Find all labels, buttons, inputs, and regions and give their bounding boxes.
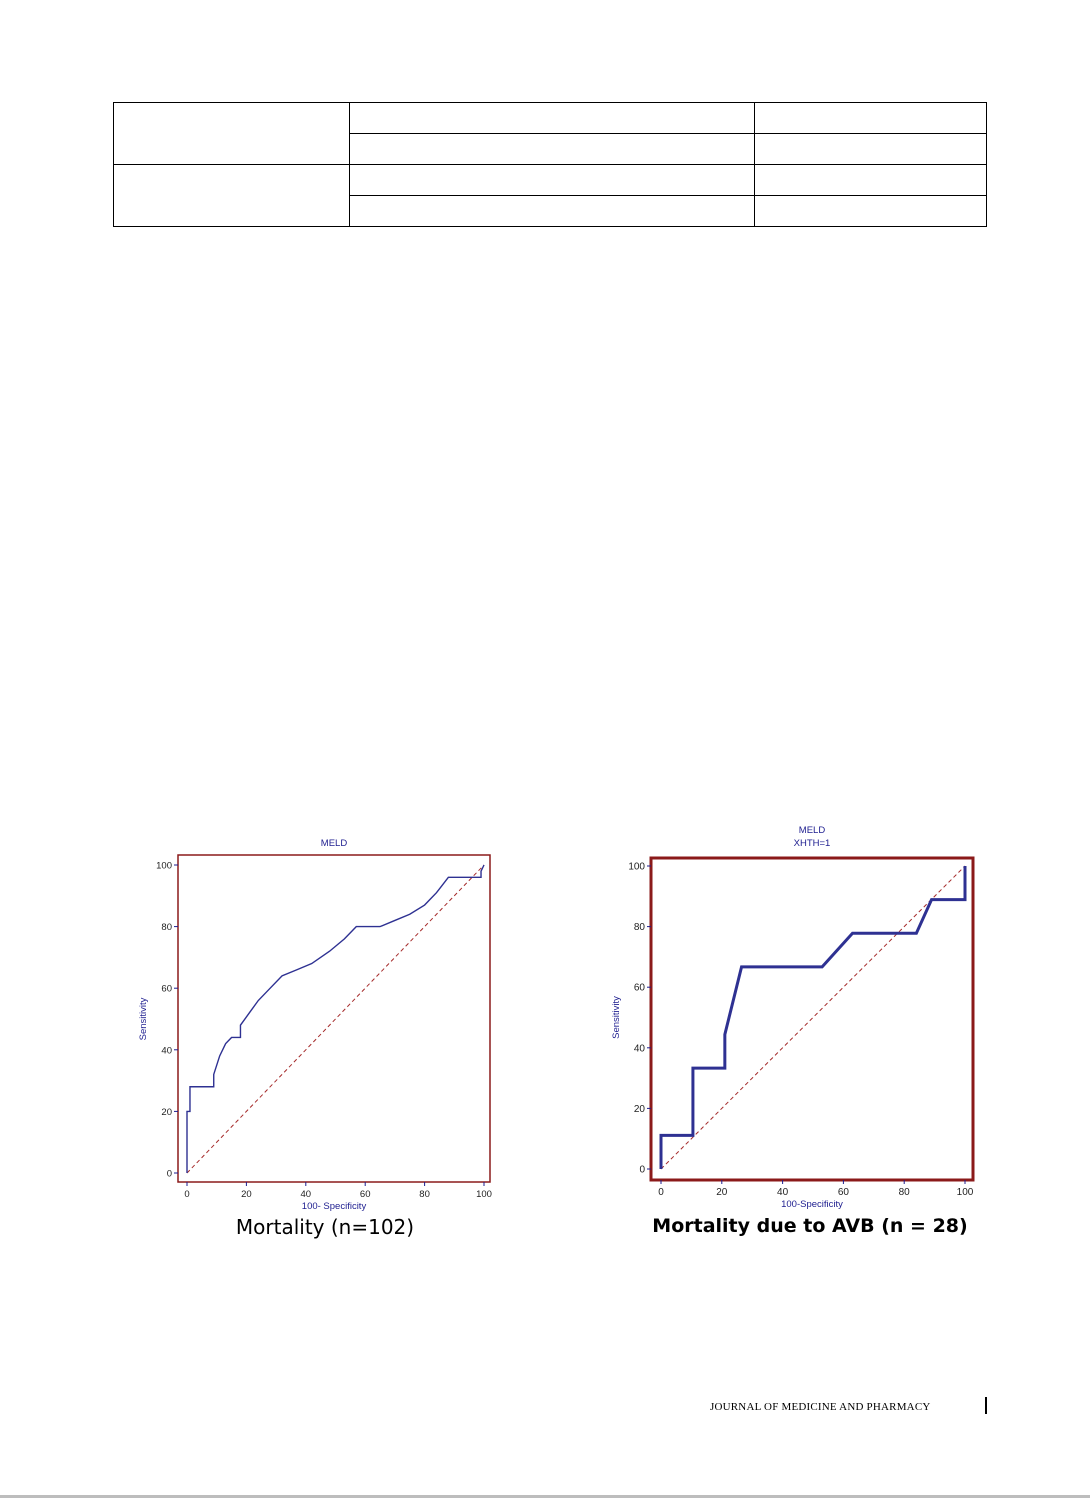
y-tick-label: 0 (167, 1169, 172, 1180)
table-cell (349, 133, 755, 165)
reference-diagonal-line (660, 865, 966, 1170)
chart-title: MELD (321, 838, 348, 849)
roc-chart-svg: MELD 0 20 40 60 80 100 0 20 40 60 80 100 100- Specifi… (138, 838, 492, 1212)
data-table (113, 102, 987, 227)
x-tick-label: 40 (777, 1187, 789, 1198)
y-axis-label: Sensitivity (138, 997, 149, 1040)
x-tick-label: 100 (476, 1189, 492, 1200)
chart-subtitle: XHTH=1 (794, 838, 831, 849)
y-tick-label: 0 (639, 1165, 645, 1176)
y-axis-label: Sensitivity (611, 996, 622, 1039)
y-tick-label: 80 (161, 922, 172, 933)
roc-curve-line (186, 864, 485, 1173)
table-cell (349, 195, 755, 227)
y-tick-label: 40 (161, 1045, 172, 1056)
table-cell (754, 164, 987, 196)
table-cell (754, 102, 987, 134)
y-tick-label: 40 (634, 1043, 646, 1054)
x-axis-label: 100- Specificity (302, 1201, 367, 1212)
x-tick-label: 40 (301, 1189, 312, 1200)
table-cell (113, 102, 350, 165)
x-tick-label: 20 (241, 1189, 252, 1200)
chart-caption: Mortality due to AVB (n = 28) (652, 1215, 968, 1237)
y-tick-label: 60 (634, 983, 646, 994)
x-tick-label: 60 (838, 1187, 850, 1198)
page-bottom-edge (0, 1495, 1090, 1498)
x-axis-label: 100-Specificity (781, 1199, 843, 1210)
roc-chart-mortality: MELD 0 20 40 60 80 100 0 20 40 60 80 100 100- Specifi… (120, 828, 510, 1218)
table-cell (113, 164, 350, 227)
table-cell (349, 164, 755, 196)
x-tick-label: 20 (716, 1187, 728, 1198)
y-tick-label: 60 (161, 984, 172, 995)
y-tick-label: 20 (161, 1107, 172, 1118)
table-row (114, 195, 987, 227)
roc-chart-svg: MELD XHTH=1 0 20 40 60 80 100 0 20 40 60 80 100 100-Sp… (611, 825, 975, 1210)
y-tick-label: 100 (628, 862, 645, 873)
plot-frame (177, 854, 491, 1183)
plot-frame (649, 856, 975, 1182)
chart-title: MELD (799, 825, 826, 836)
roc-curve-line (659, 866, 967, 1169)
y-tick-label: 80 (634, 922, 646, 933)
table-row (113, 164, 987, 227)
table-cell (754, 133, 987, 165)
x-tick-label: 100 (957, 1187, 974, 1198)
chart-caption: Mortality (n=102) (235, 1215, 415, 1239)
table-cell (754, 195, 987, 227)
y-tick-label: 100 (156, 861, 172, 872)
x-tick-label: 80 (419, 1189, 430, 1200)
x-tick-label: 0 (184, 1189, 189, 1200)
table-row (113, 102, 987, 165)
table-cell (349, 102, 755, 134)
roc-chart-avb-mortality: MELD XHTH=1 0 20 40 60 80 100 0 20 40 60 80 100 100-Sp… (595, 818, 985, 1218)
x-tick-label: 80 (899, 1187, 911, 1198)
x-tick-label: 0 (658, 1187, 664, 1198)
footer-divider (985, 1397, 987, 1414)
x-tick-label: 60 (360, 1189, 371, 1200)
y-tick-label: 20 (634, 1104, 646, 1115)
journal-name: JOURNAL OF MEDICINE AND PHARMACY (710, 1401, 931, 1413)
reference-diagonal-line (186, 864, 485, 1174)
